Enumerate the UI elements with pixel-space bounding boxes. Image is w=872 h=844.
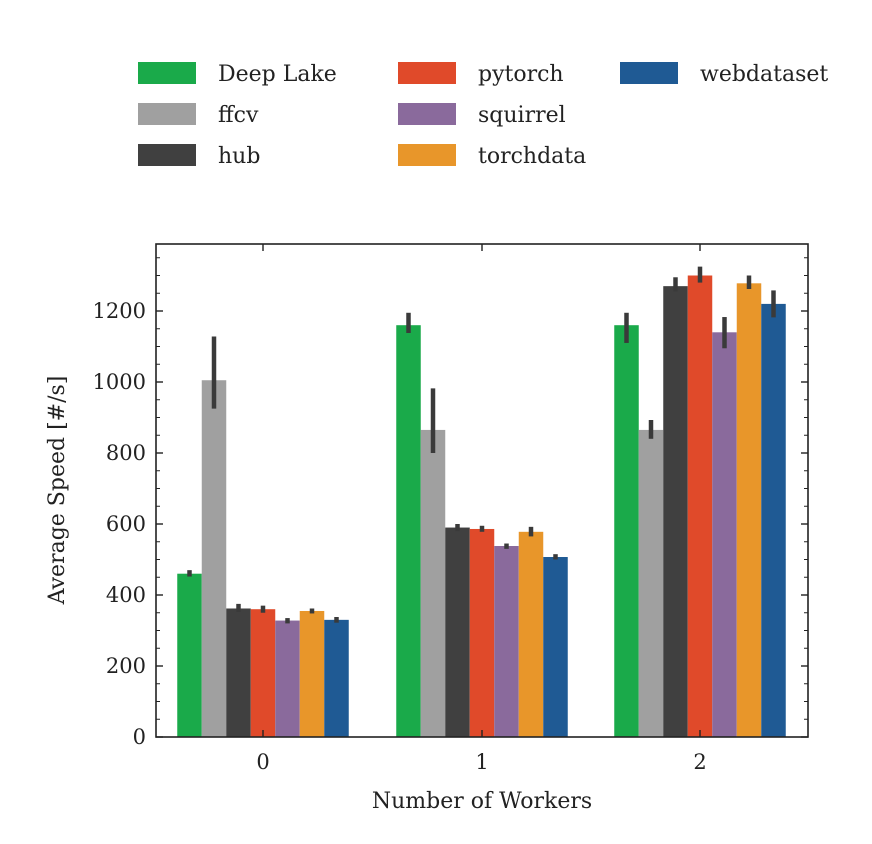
bar-pytorch-1 xyxy=(469,528,495,737)
bar-pytorch-2 xyxy=(687,275,713,737)
x-tick-label: 1 xyxy=(475,750,488,774)
legend-swatch-squirrel xyxy=(398,103,456,125)
axis-ticks: 0 200 400 600 800 1000 1200 0 1 2 xyxy=(93,244,808,774)
y-tick-label: 1000 xyxy=(93,370,146,394)
x-tick-label: 2 xyxy=(693,750,706,774)
bar-webdataset-1 xyxy=(543,557,568,737)
error-bars xyxy=(187,266,776,624)
legend-swatch-torchdata xyxy=(398,144,456,166)
bar-ffcv-1 xyxy=(420,429,446,737)
bar-deep-lake-2 xyxy=(614,325,639,737)
legend-swatch-ffcv xyxy=(138,103,196,125)
bar-hub-1 xyxy=(445,527,470,737)
bar-deep-lake-1 xyxy=(396,325,421,737)
bar-ffcv-2 xyxy=(638,429,664,737)
legend-swatch-webdataset xyxy=(620,62,678,84)
bar-squirrel-0 xyxy=(275,620,300,737)
y-axis-label: Average Speed [#/s] xyxy=(45,376,70,606)
bar-webdataset-0 xyxy=(324,619,349,737)
legend-label-pytorch: pytorch xyxy=(478,62,564,87)
bar-webdataset-2 xyxy=(761,303,786,737)
bars xyxy=(177,275,786,737)
legend-label-deep-lake: Deep Lake xyxy=(218,62,337,87)
legend-label-hub: hub xyxy=(218,144,260,169)
bar-hub-0 xyxy=(226,608,251,737)
bar-pytorch-0 xyxy=(250,609,276,737)
legend-label-squirrel: squirrel xyxy=(478,103,566,128)
bar-hub-2 xyxy=(663,286,688,737)
bar-squirrel-2 xyxy=(712,332,737,737)
y-tick-label: 0 xyxy=(133,725,146,749)
y-tick-label: 400 xyxy=(106,583,146,607)
legend: Deep Lake ffcv hub pytorch squirrel torchdata… xyxy=(138,62,828,169)
bar-deep-lake-0 xyxy=(177,573,202,737)
legend-swatch-hub xyxy=(138,144,196,166)
legend-label-webdataset: webdataset xyxy=(700,62,828,87)
legend-label-torchdata: torchdata xyxy=(478,144,586,169)
x-tick-label: 0 xyxy=(256,750,269,774)
bar-torchdata-2 xyxy=(736,283,762,737)
y-tick-label: 800 xyxy=(106,441,146,465)
legend-label-ffcv: ffcv xyxy=(218,103,259,128)
bar-torchdata-0 xyxy=(299,610,325,737)
y-tick-label: 200 xyxy=(106,654,146,678)
legend-swatch-pytorch xyxy=(398,62,456,84)
bar-squirrel-1 xyxy=(494,546,519,737)
x-axis-label: Number of Workers xyxy=(372,789,592,814)
bar-ffcv-0 xyxy=(201,380,227,737)
bar-torchdata-1 xyxy=(518,531,544,737)
y-tick-label: 1200 xyxy=(93,299,146,323)
y-tick-label: 600 xyxy=(106,512,146,536)
legend-swatch-deep-lake xyxy=(138,62,196,84)
